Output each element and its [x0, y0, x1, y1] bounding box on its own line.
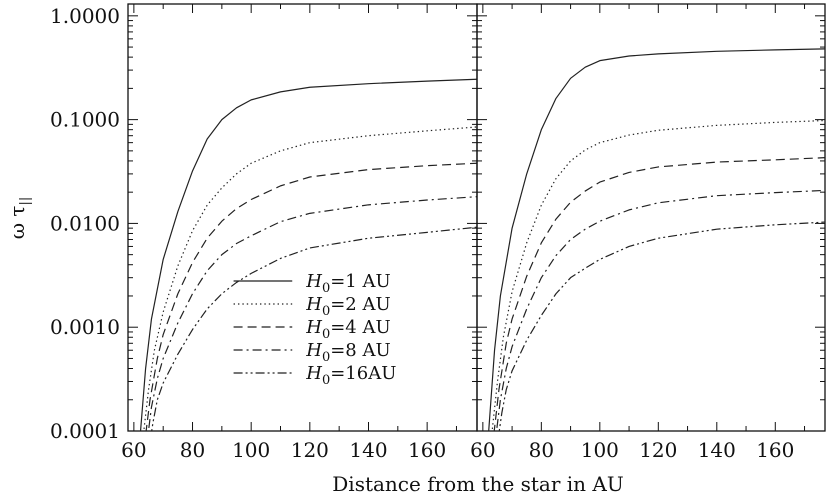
x-tick-label: 120 [291, 438, 329, 462]
x-tick-label: 60 [470, 438, 495, 462]
series-line-dotted [143, 126, 477, 431]
x-tick-label: 100 [581, 438, 619, 462]
x-axis-labels: 60 80 100 120 140 160 60 80 100 120 140 160 [121, 438, 794, 462]
y-axis-labels: 0.0001 0.0010 0.0100 0.1000 1.0000 [50, 4, 120, 443]
legend-label: H0=2 AU [305, 294, 390, 319]
series-line-solid [139, 78, 477, 431]
series-line-dashdot [495, 189, 825, 431]
y-tick-label: 1.0000 [50, 4, 120, 28]
series-line-solid [488, 48, 825, 431]
y-tick-label: 0.0100 [50, 211, 120, 235]
x-tick-label: 100 [232, 438, 270, 462]
legend-label: H0=4 AU [305, 317, 390, 342]
series-line-dashed [145, 162, 477, 431]
right-panel [476, 3, 826, 432]
legend-label: H0=16AU [305, 363, 396, 388]
x-tick-label: 80 [180, 438, 205, 462]
legend-label: H0=8 AU [305, 340, 390, 365]
series-line-dashdot [147, 196, 477, 431]
y-tick-label: 0.0001 [50, 419, 120, 443]
x-tick-label: 60 [121, 438, 146, 462]
plot-frame [476, 3, 826, 432]
left-panel [127, 3, 478, 432]
x-axis-title: Distance from the star in AU [332, 472, 623, 496]
x-tick-label: 160 [756, 438, 794, 462]
y-tick-label: 0.1000 [50, 108, 120, 132]
x-tick-label: 160 [408, 438, 446, 462]
x-tick-label: 120 [639, 438, 677, 462]
x-tick-label: 80 [529, 438, 554, 462]
plot-frame [127, 3, 478, 432]
legend-label: H0=1 AU [305, 271, 390, 296]
x-tick-label: 140 [349, 438, 387, 462]
y-axis-title: ω τ|| [5, 197, 33, 240]
x-tick-label: 140 [698, 438, 736, 462]
y-tick-label: 0.0010 [50, 315, 120, 339]
series-line-dashdotdot [151, 226, 477, 431]
